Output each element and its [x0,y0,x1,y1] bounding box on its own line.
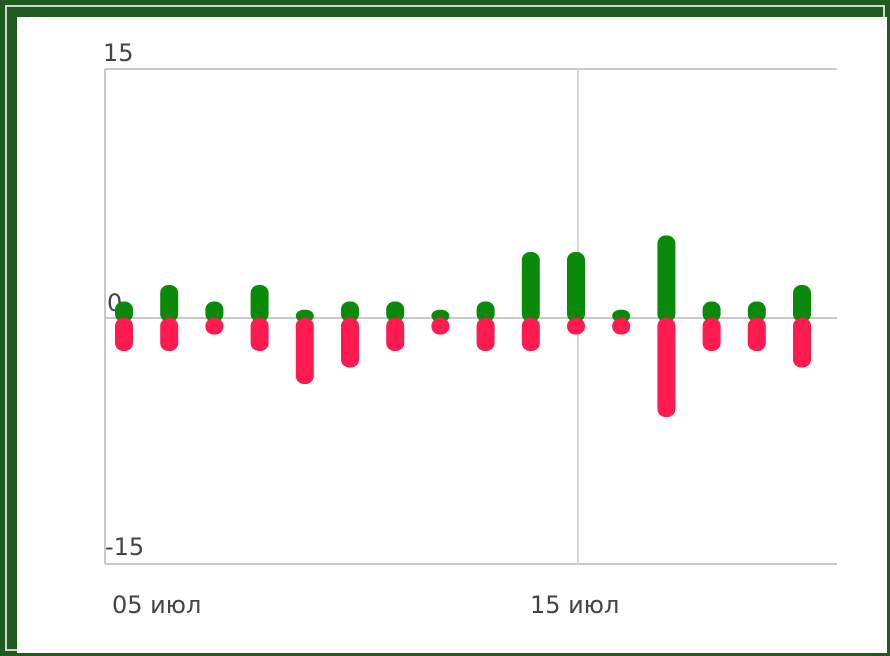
bar-negative [205,318,224,335]
bar-negative [612,318,631,335]
bar-negative [160,318,179,351]
bar-positive [160,285,179,322]
bar-negative [793,318,811,368]
bar-positive [341,301,359,322]
bar-positive [386,301,405,322]
bar-positive [521,252,540,322]
bar-positive [702,301,721,322]
x-tick-15-jul: 15 июл [530,591,619,619]
bar-negative [295,318,314,384]
bar-chart: 15 0 -15 05 июл 15 июл [103,39,837,619]
bar-negative [341,318,359,368]
inner-frame: 15 0 -15 05 июл 15 июл [5,5,887,653]
bar-negative [747,318,766,351]
x-tick-05-jul: 05 июл [112,591,201,619]
bar-negative [521,318,540,351]
bar-negative [431,318,450,335]
y-tick-minus-15: -15 [105,533,144,561]
bar-negative [115,318,133,351]
bar-negative [567,318,585,335]
bars-group [115,235,811,417]
y-tick-15: 15 [103,39,134,67]
bar-positive [657,235,676,322]
bar-negative [702,318,721,351]
bar-positive [476,301,495,322]
bar-positive [250,285,269,322]
bar-negative [250,318,269,351]
bar-negative [657,318,676,417]
chart-canvas: 15 0 -15 05 июл 15 июл [17,17,887,653]
bar-positive [567,252,585,322]
bar-positive [793,285,811,322]
bar-positive [205,301,224,322]
bar-positive [747,301,766,322]
bar-negative [386,318,405,351]
bar-positive [115,301,133,322]
bar-negative [476,318,495,351]
